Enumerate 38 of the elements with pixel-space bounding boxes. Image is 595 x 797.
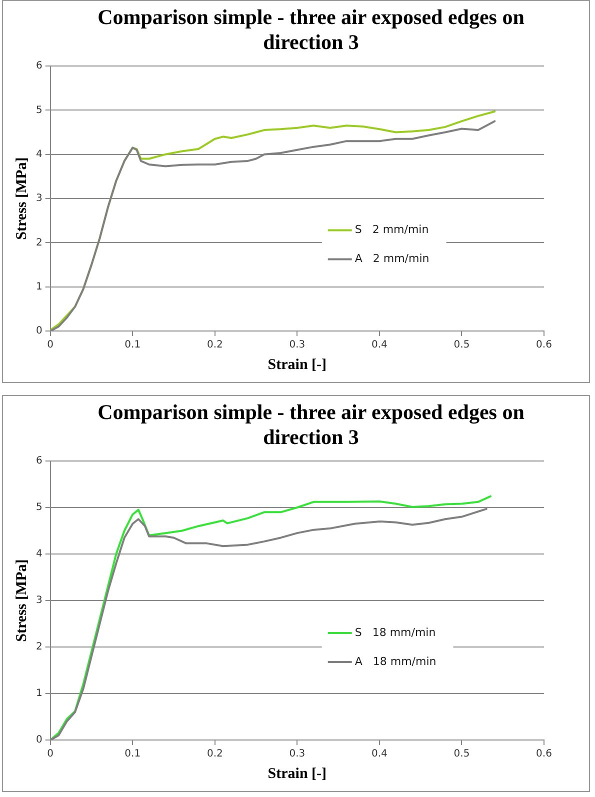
chart-title: Comparison simple - three air exposed edges on direction 3: [96, 400, 526, 450]
x-axis-title: Strain [-]: [268, 356, 327, 373]
y-tick-label: 1: [36, 688, 42, 700]
y-tick-label: 3: [36, 595, 42, 606]
y-tick-label: 4: [36, 548, 42, 560]
y-axis-title: Stress [MPa]: [14, 559, 30, 642]
y-tick-label: 0: [36, 326, 42, 337]
x-tick-label: 0.2: [206, 748, 223, 760]
y-axis-title: Stress [MPa]: [14, 157, 30, 240]
x-tick-label: 0.5: [454, 748, 470, 760]
x-tick-label: 0.1: [124, 748, 141, 760]
x-tick-label: 0.6: [536, 340, 552, 351]
x-axis-title: Strain [-]: [268, 766, 327, 782]
y-tick-label: 3: [36, 193, 42, 204]
x-tick-label: 0: [47, 748, 54, 760]
legend-label: S 18 mm/min: [354, 626, 436, 639]
x-tick-label: 0.4: [372, 748, 388, 760]
x-tick-label: 0: [47, 340, 54, 351]
legend-label: S 2 mm/min: [354, 223, 429, 236]
chart-title: Comparison simple - three air exposed edges on direction 3: [96, 5, 526, 55]
x-tick-label: 0.3: [289, 748, 306, 760]
y-tick-label: 5: [36, 502, 42, 514]
x-tick-label: 0.3: [289, 340, 306, 351]
y-tick-label: 4: [36, 148, 42, 160]
y-tick-label: 1: [36, 281, 42, 292]
x-tick-label: 0.1: [124, 340, 141, 351]
x-tick-label: 0.6: [536, 748, 552, 760]
x-tick-label: 0.2: [206, 340, 223, 351]
legend-label: A 18 mm/min: [354, 654, 436, 668]
y-tick-label: 5: [36, 104, 42, 116]
y-tick-label: 6: [36, 60, 42, 72]
y-tick-label: 2: [36, 642, 42, 653]
y-tick-label: 2: [36, 237, 42, 248]
x-tick-label: 0.5: [454, 340, 470, 351]
x-tick-label: 0.4: [372, 340, 388, 351]
legend-label: A 2 mm/min: [354, 252, 430, 266]
y-tick-label: 0: [36, 734, 42, 746]
y-tick-label: 6: [36, 456, 42, 467]
